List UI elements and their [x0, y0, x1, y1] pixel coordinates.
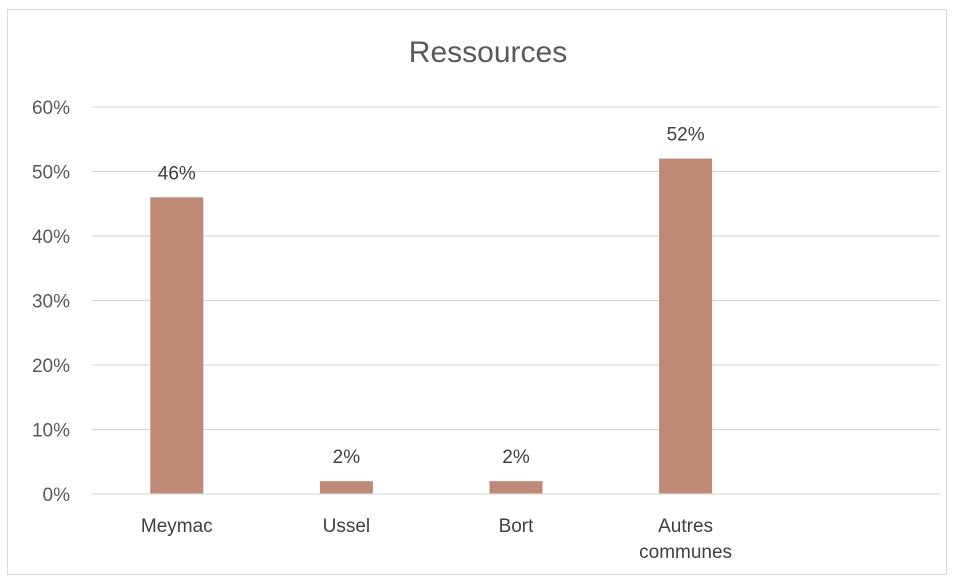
- y-tick-label: 10%: [32, 421, 70, 442]
- y-tick-label: 60%: [32, 98, 70, 119]
- x-category-label: Meymac: [141, 516, 213, 537]
- y-tick-label: 30%: [32, 292, 70, 313]
- bar: [489, 481, 543, 494]
- x-axis-categories: Meymac Ussel Bort Autres communes: [141, 516, 732, 563]
- y-tick-label: 20%: [32, 356, 70, 377]
- x-category-label: Ussel: [323, 516, 371, 537]
- y-tick-label: 40%: [32, 227, 70, 248]
- data-labels: 46% 2% 2% 52%: [158, 125, 705, 469]
- y-tick-label: 50%: [32, 163, 70, 184]
- x-category-label: Autres communes: [639, 516, 732, 563]
- chart-title: Ressources: [409, 36, 567, 69]
- bar: [150, 197, 204, 495]
- bar: [659, 158, 713, 494]
- y-tick-label: 0%: [43, 485, 71, 506]
- y-axis-ticks: 0% 10% 20% 30% 40% 50% 60%: [32, 98, 70, 506]
- data-label: 2%: [502, 447, 530, 468]
- x-category-label: Bort: [499, 516, 535, 537]
- gridlines: [92, 106, 940, 431]
- bar: [319, 481, 373, 494]
- data-label: 52%: [667, 125, 705, 146]
- data-label: 2%: [333, 447, 361, 468]
- data-label: 46%: [158, 163, 196, 184]
- bars: [150, 158, 713, 495]
